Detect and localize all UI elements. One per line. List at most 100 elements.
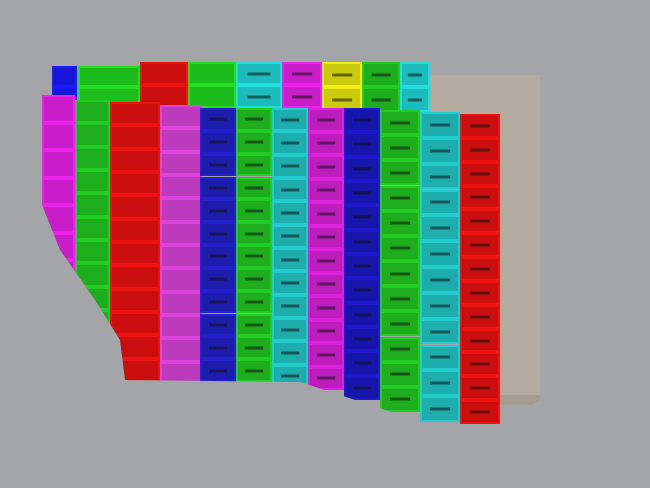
hull-panel[interactable] <box>460 185 500 210</box>
hull-panel[interactable] <box>110 288 160 312</box>
hull-panel[interactable] <box>236 245 272 268</box>
hull-panel[interactable] <box>460 137 500 162</box>
hull-panel[interactable] <box>200 290 236 314</box>
hull-panel[interactable] <box>420 137 460 164</box>
hull-panel[interactable] <box>110 102 160 126</box>
hull-panel[interactable] <box>110 125 160 149</box>
hull-panel[interactable] <box>380 110 420 136</box>
hull-panel[interactable] <box>380 185 420 211</box>
hull-panel[interactable] <box>75 170 110 194</box>
hull-panel[interactable] <box>236 290 272 314</box>
hull-panel[interactable] <box>460 376 500 401</box>
hull-panel[interactable] <box>200 222 236 245</box>
hull-panel[interactable] <box>308 296 344 320</box>
hull-panel[interactable] <box>344 302 380 327</box>
hull-panel[interactable] <box>460 161 500 186</box>
hull-panel[interactable] <box>110 242 160 266</box>
hull-panel[interactable] <box>236 85 282 108</box>
hull-panel[interactable] <box>380 336 420 362</box>
hull-panel[interactable] <box>460 280 500 305</box>
hull-panel[interactable] <box>380 210 420 236</box>
hull-panel[interactable] <box>200 336 236 360</box>
hull-panel[interactable] <box>460 114 500 138</box>
hull-panel[interactable] <box>272 271 308 295</box>
hull-panel[interactable] <box>344 375 380 400</box>
hull-panel[interactable] <box>75 216 110 240</box>
hull-panel[interactable] <box>200 108 236 131</box>
hull-panel[interactable] <box>188 62 236 85</box>
hull-panel[interactable] <box>344 132 380 157</box>
hull-panel[interactable] <box>272 131 308 155</box>
hull-panel[interactable] <box>344 351 380 376</box>
hull-panel[interactable] <box>420 163 460 190</box>
hull-panel[interactable] <box>308 108 344 132</box>
hull-panel[interactable] <box>75 146 110 170</box>
hull-panel[interactable] <box>272 201 308 225</box>
hull-panel[interactable] <box>272 224 308 248</box>
hull-panel[interactable] <box>160 105 202 129</box>
hull-panel[interactable] <box>380 261 420 287</box>
hull-panel[interactable] <box>236 267 272 291</box>
hull-panel[interactable] <box>236 222 272 245</box>
hull-panel[interactable] <box>344 205 380 230</box>
hull-panel[interactable] <box>42 177 75 205</box>
hull-panel[interactable] <box>75 240 110 264</box>
hull-panel[interactable] <box>160 245 202 269</box>
hull-panel[interactable] <box>460 352 500 377</box>
hull-panel[interactable] <box>344 156 380 181</box>
hull-panel[interactable] <box>110 148 160 172</box>
hull-panel[interactable] <box>308 225 344 249</box>
hull-panel[interactable] <box>380 235 420 261</box>
hull-panel[interactable] <box>200 313 236 337</box>
hull-panel[interactable] <box>75 100 110 124</box>
hull-panel[interactable] <box>272 341 308 365</box>
hull-panel[interactable] <box>160 151 202 175</box>
hull-panel[interactable] <box>308 178 344 202</box>
hull-panel[interactable] <box>200 199 236 223</box>
hull-panel[interactable] <box>42 122 75 150</box>
hull-panel[interactable] <box>308 343 344 367</box>
hull-panel[interactable] <box>322 62 362 87</box>
hull-panel[interactable] <box>362 62 400 87</box>
hull-panel[interactable] <box>110 265 160 289</box>
hull-panel[interactable] <box>200 267 236 291</box>
hull-panel[interactable] <box>160 338 202 362</box>
hull-panel[interactable] <box>308 202 344 226</box>
hull-panel[interactable] <box>420 370 460 397</box>
hull-panel[interactable] <box>400 62 430 87</box>
hull-panel[interactable] <box>420 292 460 319</box>
hull-panel[interactable] <box>200 130 236 154</box>
hull-panel[interactable] <box>272 178 308 202</box>
hull-panel[interactable] <box>344 278 380 303</box>
hull-panel[interactable] <box>236 108 272 131</box>
hull-panel[interactable] <box>272 108 308 132</box>
hull-panel[interactable] <box>460 209 500 234</box>
hull-panel[interactable] <box>460 257 500 281</box>
hull-panel[interactable] <box>308 366 344 390</box>
hull-panel[interactable] <box>420 241 460 267</box>
hull-panel[interactable] <box>160 221 202 245</box>
hull-panel[interactable] <box>236 62 282 85</box>
hull-panel[interactable] <box>78 66 140 87</box>
hull-panel[interactable] <box>344 327 380 352</box>
hull-panel[interactable] <box>140 62 188 85</box>
hull-panel[interactable] <box>160 291 202 315</box>
hull-panel[interactable] <box>110 218 160 242</box>
hull-panel[interactable] <box>42 95 75 123</box>
hull-panel[interactable] <box>200 359 236 382</box>
hull-panel[interactable] <box>236 359 272 382</box>
hull-panel[interactable] <box>200 245 236 268</box>
hull-panel[interactable] <box>272 154 308 178</box>
hull-panel[interactable] <box>420 267 460 293</box>
hull-panel[interactable] <box>308 319 344 343</box>
hull-panel[interactable] <box>420 318 460 345</box>
hull-panel[interactable] <box>344 181 380 206</box>
hull-panel[interactable] <box>420 112 460 138</box>
hull-panel[interactable] <box>380 160 420 186</box>
hull-panel[interactable] <box>420 215 460 242</box>
hull-panel[interactable] <box>420 344 460 371</box>
hull-panel[interactable] <box>380 286 420 312</box>
hull-panel[interactable] <box>308 272 344 296</box>
hull-panel[interactable] <box>272 248 308 272</box>
hull-panel[interactable] <box>200 176 236 200</box>
